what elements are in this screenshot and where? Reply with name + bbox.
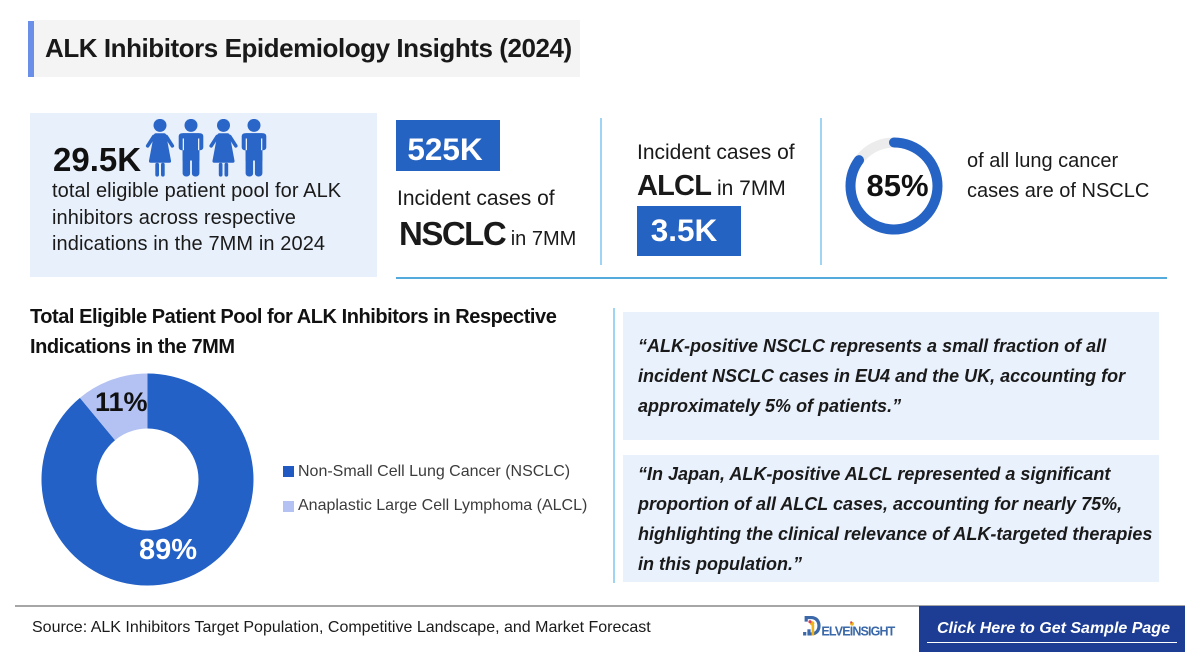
svg-text:ELVEINSIGHT: ELVEINSIGHT <box>821 624 895 638</box>
